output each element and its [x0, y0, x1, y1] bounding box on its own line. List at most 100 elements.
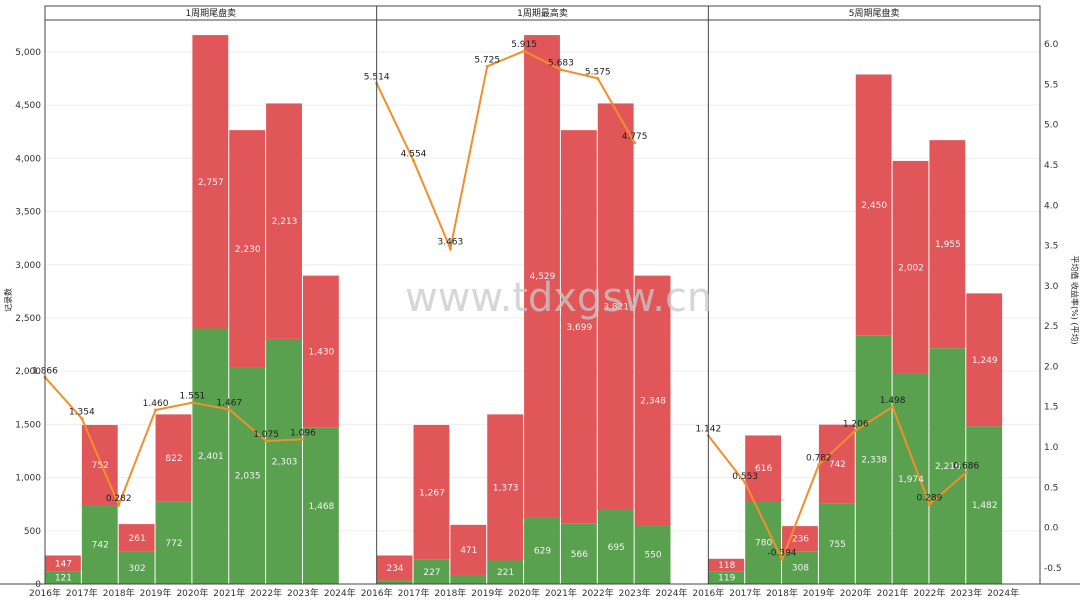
bar-green-label: 695 [608, 543, 625, 553]
bar-green-label: 302 [129, 564, 146, 574]
bar-red [708, 558, 745, 572]
bar-red-label: 1,430 [309, 348, 335, 358]
bar-red [450, 524, 487, 575]
y2-tick-label: 2.5 [1044, 322, 1058, 332]
return-point-label: 3.463 [437, 238, 463, 248]
bars [45, 35, 1003, 584]
bar-red [266, 103, 302, 339]
bar-red-label: 147 [55, 559, 72, 569]
bar-red-label: 1,373 [493, 483, 519, 493]
bar-red-label: 2,230 [235, 245, 261, 255]
bar-red [782, 526, 818, 552]
y-tick-label: 2,000 [15, 367, 41, 377]
y-tick-label: 500 [24, 527, 41, 537]
bar-red-label: 261 [129, 534, 146, 544]
return-point-label: 1.551 [180, 392, 206, 402]
y-tick-label: 5,000 [15, 48, 41, 58]
bar-green [745, 500, 782, 584]
bar-red [81, 425, 118, 506]
bar-red [192, 35, 229, 329]
bar-green [524, 517, 560, 584]
return-line [44, 376, 304, 508]
return-point [117, 503, 121, 507]
bar-green-label: 119 [718, 574, 735, 584]
frame [0, 5, 1080, 585]
y2-tick-label: 0.5 [1044, 483, 1058, 493]
bar-green [302, 427, 339, 584]
bar-red-label: 471 [460, 546, 477, 556]
bar-red-label: 3,699 [566, 323, 592, 333]
bar-green-label: 227 [423, 568, 440, 578]
x-tick-label: 2019年 [140, 587, 172, 598]
bar-green-label: 221 [497, 568, 514, 578]
bar-green-label: 1,482 [972, 501, 998, 511]
y2-tick-label: 2.0 [1044, 362, 1059, 372]
y2-tick-label: 0.0 [1044, 524, 1059, 534]
bar-red-label: 2,348 [640, 397, 666, 407]
return-point [412, 159, 416, 163]
y2-tick-label: -0.5 [1044, 564, 1062, 574]
bar-green [597, 510, 634, 584]
bar-red [634, 275, 671, 526]
bar-red [929, 140, 966, 349]
x-tick-label: 2016年 [361, 587, 393, 598]
return-line [375, 49, 636, 252]
return-point-label: 5.725 [474, 55, 500, 65]
bar-red-label: 3,821 [603, 303, 629, 313]
bar-red [560, 130, 597, 524]
bar-green-label: 566 [571, 550, 588, 560]
return-point [264, 439, 268, 443]
bar-green [929, 348, 966, 584]
return-point [301, 437, 305, 441]
y2-tick-label: 1.5 [1044, 403, 1058, 413]
x-tick-label: 2021年 [213, 587, 245, 598]
y-tick-label: 4,500 [15, 101, 41, 111]
bar-green [560, 523, 597, 584]
x-tick-label: 2017年 [66, 587, 98, 598]
return-point-label: 1.096 [290, 428, 316, 438]
bar-red-label: 2,757 [198, 178, 224, 188]
panel-title: 5周期尾盘卖 [849, 7, 900, 19]
return-point-label: 1.467 [216, 398, 242, 408]
x-tick-label: 2017年 [729, 587, 761, 598]
bar-red-label: 2,002 [898, 263, 924, 273]
y-tick-label: 1,000 [15, 474, 41, 484]
return-point [154, 408, 158, 412]
return-point [522, 49, 526, 53]
return-point-label: 1.354 [69, 408, 95, 418]
bar-green-label: 742 [92, 541, 109, 551]
x-tick-label: 2023年 [950, 587, 982, 598]
y-tick-label: 0 [35, 580, 41, 590]
bar-green [708, 571, 745, 584]
return-point [559, 68, 563, 72]
return-point [190, 401, 194, 405]
bar-red-label: 234 [386, 564, 403, 574]
bar-red-label: 822 [165, 454, 182, 464]
y2-tick-label: 3.0 [1044, 282, 1059, 292]
bar-green-label: 550 [644, 551, 661, 561]
x-tick-label: 2020年 [840, 587, 872, 598]
bar-red [118, 524, 155, 552]
bar-green-label: 2,401 [198, 452, 224, 462]
bar-green-label: 2,303 [272, 457, 298, 467]
return-point-label: 1.206 [843, 419, 869, 429]
y-tick-label: 1,500 [15, 420, 41, 430]
return-lines [43, 49, 968, 562]
x-tick-label: 2024年 [656, 587, 688, 598]
x-tick-label: 2016年 [692, 587, 724, 598]
bar-green-label: 2,338 [861, 456, 887, 466]
bar-green [818, 503, 855, 584]
bar-green-label: 755 [829, 540, 846, 550]
bar-green [966, 426, 1003, 584]
bar-green-label: 1,974 [898, 475, 924, 485]
x-tick-label: 2019年 [471, 587, 503, 598]
return-point [817, 463, 821, 467]
bar-red-label: 616 [755, 464, 772, 474]
bar-green [81, 505, 118, 584]
x-tick-label: 2018年 [434, 587, 466, 598]
return-point [80, 417, 84, 421]
return-point [964, 470, 968, 474]
return-point-label: 0.289 [917, 493, 943, 503]
bar-red [45, 555, 81, 572]
